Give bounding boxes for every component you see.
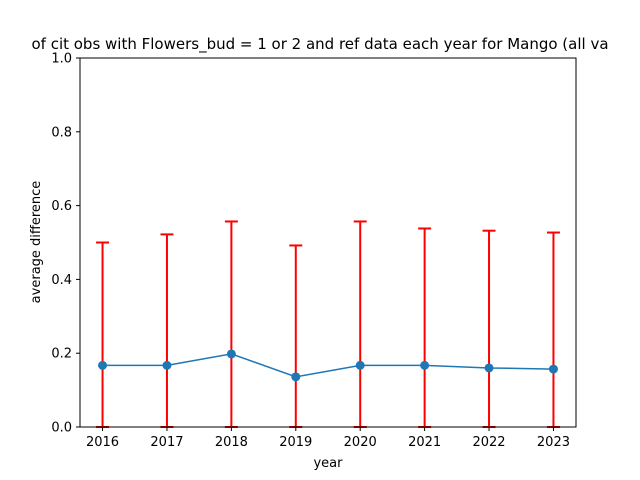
data-point-2020 <box>355 360 365 370</box>
data-point-2022 <box>484 363 494 373</box>
x-tick-label: 2016 <box>86 435 119 450</box>
y-tick-label: 0.4 <box>51 273 72 288</box>
y-tick-label: 0.6 <box>51 199 72 214</box>
plot-area <box>79 57 577 428</box>
error-bar-2016 <box>96 241 110 428</box>
data-point-2021 <box>420 360 430 370</box>
y-tick-label: 0.8 <box>51 125 72 140</box>
error-bar-2023 <box>546 231 560 428</box>
y-tick-label: 1.0 <box>51 52 72 67</box>
data-point-2023 <box>548 364 558 374</box>
x-tick-label: 2021 <box>408 435 441 450</box>
x-tick-label: 2017 <box>150 435 183 450</box>
series-line <box>102 353 554 378</box>
error-bar-2020 <box>353 220 367 428</box>
data-point-2019 <box>291 372 301 382</box>
y-axis: 0.0 0.2 0.4 0.6 0.8 1.0 <box>51 52 80 436</box>
x-tick-label: 2019 <box>279 435 312 450</box>
y-tick-label: 0.0 <box>51 421 72 436</box>
error-bar-2022 <box>482 229 496 428</box>
x-tick-label: 2018 <box>215 435 248 450</box>
y-axis-label: average difference <box>29 181 44 304</box>
data-point-2017 <box>162 360 172 370</box>
x-axis-label: year <box>313 456 343 471</box>
error-bar-2021 <box>418 227 432 428</box>
x-tick-label: 2023 <box>537 435 570 450</box>
chart-title: of cit obs with Flowers_bud = 1 or 2 and… <box>31 35 608 54</box>
data-point-2018 <box>226 349 236 359</box>
data-point-2016 <box>98 360 108 370</box>
x-tick-label: 2022 <box>472 435 505 450</box>
plot-frame <box>79 57 577 428</box>
error-bar-2019 <box>289 244 303 428</box>
x-axis: 2016 2017 2018 2019 2020 2021 2022 2023 <box>86 427 570 450</box>
error-bar-2018 <box>224 220 238 428</box>
x-tick-label: 2020 <box>344 435 377 450</box>
y-tick-label: 0.2 <box>51 347 72 362</box>
error-bar-2017 <box>160 233 174 428</box>
